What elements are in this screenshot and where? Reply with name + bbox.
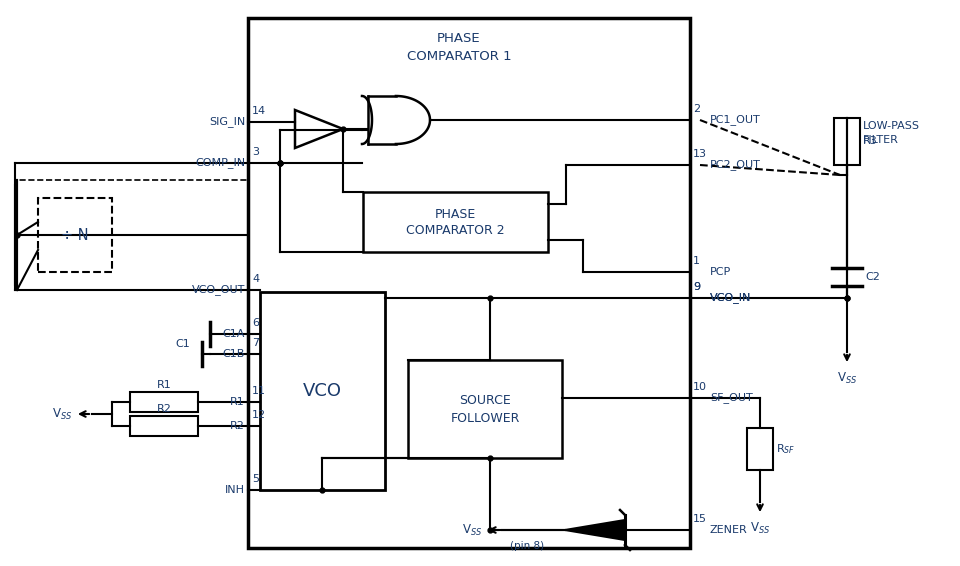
Polygon shape <box>565 520 625 540</box>
Text: COMPARATOR 1: COMPARATOR 1 <box>407 49 512 62</box>
Text: COMPARATOR 2: COMPARATOR 2 <box>406 225 505 238</box>
Text: 3: 3 <box>252 147 259 157</box>
Text: 9: 9 <box>693 282 700 292</box>
Text: R3: R3 <box>863 136 877 147</box>
Text: R$_{SF}$: R$_{SF}$ <box>776 442 795 456</box>
Bar <box>130 416 198 436</box>
Text: V$_{SS}$: V$_{SS}$ <box>837 371 857 385</box>
Bar <box>747 428 773 470</box>
Bar <box>408 360 562 458</box>
Text: V$_{SS}$: V$_{SS}$ <box>52 406 72 422</box>
Text: INH: INH <box>225 485 245 495</box>
Text: FOLLOWER: FOLLOWER <box>450 411 519 424</box>
Text: 9: 9 <box>693 282 700 292</box>
Text: 4: 4 <box>252 274 259 284</box>
Text: R2: R2 <box>156 404 172 414</box>
Bar <box>834 118 860 165</box>
Text: ZENER: ZENER <box>710 525 748 535</box>
Text: 1: 1 <box>693 256 700 266</box>
Text: R2: R2 <box>230 421 245 431</box>
Text: 14: 14 <box>252 106 266 116</box>
Text: VCO_OUT: VCO_OUT <box>192 285 245 295</box>
Text: 10: 10 <box>693 382 707 392</box>
Text: VCO_IN: VCO_IN <box>710 293 752 303</box>
Text: PC2_OUT: PC2_OUT <box>710 160 761 170</box>
Text: SIG_IN: SIG_IN <box>208 117 245 127</box>
Text: SF_OUT: SF_OUT <box>710 393 753 404</box>
Text: VCO: VCO <box>303 382 342 400</box>
Text: 13: 13 <box>693 149 707 159</box>
Text: (pin 8): (pin 8) <box>511 541 544 551</box>
Text: LOW-PASS: LOW-PASS <box>863 121 920 131</box>
Text: ÷ N: ÷ N <box>61 228 89 242</box>
Bar <box>248 18 690 548</box>
Bar <box>363 192 548 252</box>
Text: FILTER: FILTER <box>863 135 899 145</box>
Text: V$_{SS}$: V$_{SS}$ <box>462 522 482 538</box>
Text: COMP_IN: COMP_IN <box>195 157 245 169</box>
Text: PC1_OUT: PC1_OUT <box>710 114 760 126</box>
Text: C2: C2 <box>865 272 880 282</box>
Text: VCO_IN: VCO_IN <box>710 293 752 303</box>
Text: 12: 12 <box>252 410 266 420</box>
Text: PCP: PCP <box>710 267 732 277</box>
Text: PHASE: PHASE <box>435 208 476 221</box>
Bar <box>260 292 385 490</box>
Text: SOURCE: SOURCE <box>459 393 511 406</box>
Text: 6: 6 <box>252 318 259 328</box>
Text: 7: 7 <box>252 338 259 348</box>
Text: 2: 2 <box>693 104 700 114</box>
Text: 11: 11 <box>252 386 266 396</box>
Text: R1: R1 <box>156 380 172 390</box>
Text: C1B: C1B <box>223 349 245 359</box>
Text: 15: 15 <box>693 514 707 524</box>
Bar <box>15 180 248 290</box>
Text: C1A: C1A <box>223 329 245 339</box>
Text: V$_{SS}$: V$_{SS}$ <box>750 521 770 535</box>
Text: PHASE: PHASE <box>437 32 481 45</box>
Text: 5: 5 <box>252 474 259 484</box>
Bar <box>130 392 198 412</box>
Text: C1: C1 <box>176 339 190 349</box>
Text: R1: R1 <box>230 397 245 407</box>
Bar <box>38 198 112 272</box>
